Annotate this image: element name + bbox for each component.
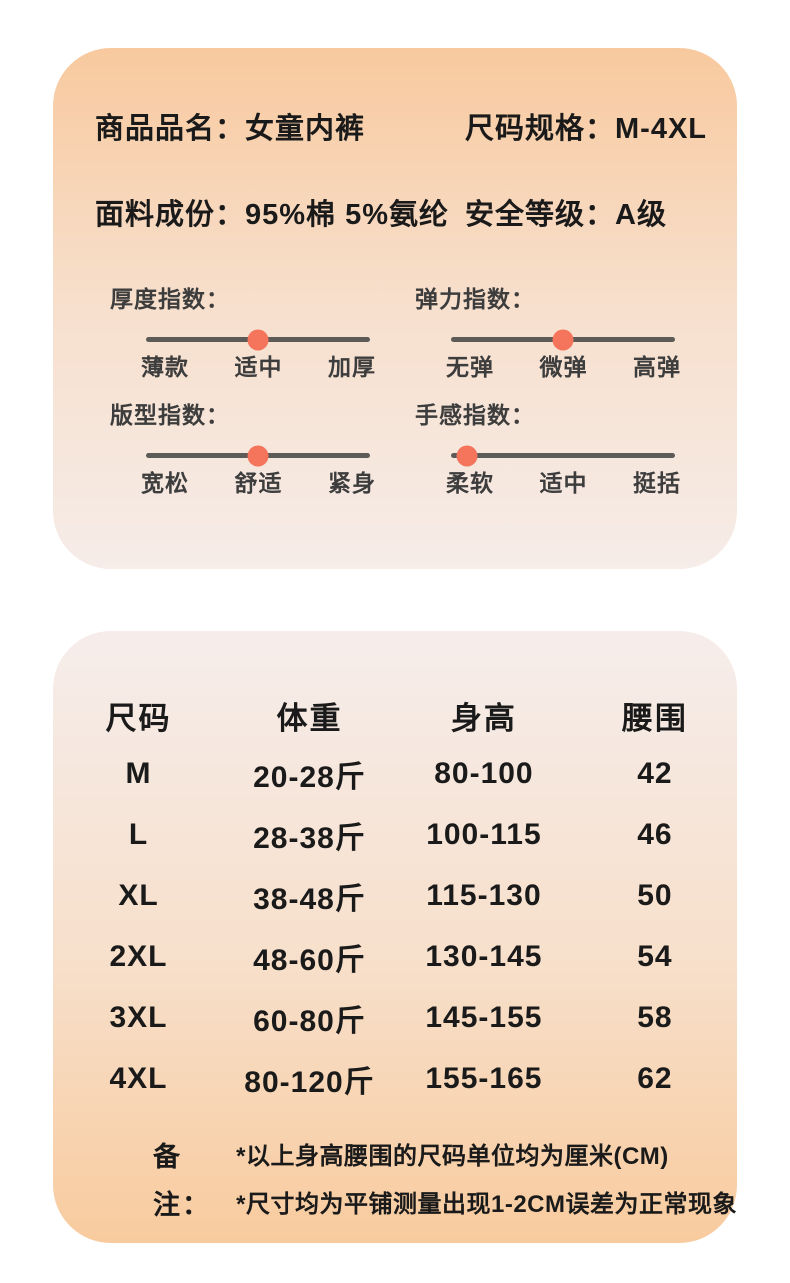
size-table: 尺码 体重 身高 腰围 M 20-28斤 80-100 42 L 28-38斤 …	[53, 631, 737, 1109]
weight-cell: 28-38斤	[253, 821, 366, 855]
level-label: 高弹	[633, 354, 681, 380]
height-cell: 155-165	[425, 1061, 543, 1095]
table-row: 3XL 60-80斤 145-155 58	[53, 987, 737, 1048]
header-height: 身高	[450, 701, 517, 736]
indicator-levels: 宽松 舒适 紧身	[141, 470, 376, 496]
height-cell: 100-115	[426, 817, 542, 851]
notes-section: 备注： *以上身高腰围的尺码单位均为厘米(CM) *尺寸均为平铺测量出现1-2C…	[53, 1133, 737, 1229]
weight-cell: 38-48斤	[253, 882, 366, 916]
size-cell: 3XL	[109, 1000, 168, 1034]
level-label: 无弹	[446, 354, 494, 380]
size-chart-card: 尺码 体重 身高 腰围 M 20-28斤 80-100 42 L 28-38斤 …	[53, 631, 737, 1243]
indicator-track	[451, 445, 675, 466]
size-cell: M	[125, 756, 152, 790]
level-label: 柔软	[446, 470, 494, 496]
height-cell: 130-145	[425, 939, 543, 973]
level-label: 加厚	[328, 354, 376, 380]
indicator-title: 厚度指数：	[110, 286, 230, 312]
waist-cell: 54	[637, 939, 673, 973]
indicator-track	[146, 445, 370, 466]
table-row: XL 38-48斤 115-130 50	[53, 865, 737, 926]
indicator-dot	[247, 329, 269, 350]
waist-cell: 58	[637, 1000, 673, 1034]
table-row: 2XL 48-60斤 130-145 54	[53, 926, 737, 987]
indicator-elasticity: 弹力指数： 无弹 微弹 高弹	[415, 286, 685, 380]
note-line: *以上身高腰围的尺码单位均为厘米(CM)	[236, 1143, 669, 1170]
table-row: 4XL 80-120斤 155-165 62	[53, 1048, 737, 1109]
indicator-track	[146, 329, 370, 350]
note-line: *尺寸均为平铺测量出现1-2CM误差为正常现象	[236, 1191, 737, 1218]
waist-cell: 62	[637, 1061, 673, 1095]
field-label: 商品品名：	[95, 113, 246, 145]
table-row: M 20-28斤 80-100 42	[53, 743, 737, 804]
level-label: 微弹	[539, 354, 588, 380]
indicator-title: 弹力指数：	[415, 286, 535, 312]
table-header-row: 尺码 体重 身高 腰围	[53, 693, 737, 736]
notes-lines: *以上身高腰围的尺码单位均为厘米(CM) *尺寸均为平铺测量出现1-2CM误差为…	[236, 1133, 737, 1229]
indicator-dot	[456, 445, 478, 466]
size-cell: XL	[118, 878, 159, 912]
waist-cell: 42	[637, 756, 673, 790]
height-cell: 80-100	[434, 756, 534, 790]
size-cell: 2XL	[109, 939, 168, 973]
level-label: 适中	[539, 470, 588, 496]
header-size: 尺码	[105, 701, 172, 736]
field-size-range: 尺码规格：M-4XL	[465, 112, 707, 146]
header-weight: 体重	[276, 701, 343, 736]
height-cell: 115-130	[426, 878, 542, 912]
waist-cell: 50	[637, 878, 673, 912]
indicator-thickness: 厚度指数： 薄款 适中 加厚	[110, 286, 380, 380]
product-info-card: 商品品名：女童内裤 尺码规格：M-4XL 面料成份：95%棉 5%氨纶 安全等级…	[53, 48, 737, 569]
table-row: L 28-38斤 100-115 46	[53, 804, 737, 865]
product-info-grid: 商品品名：女童内裤 尺码规格：M-4XL 面料成份：95%棉 5%氨纶 安全等级…	[53, 48, 737, 232]
indicator-dot	[552, 329, 574, 350]
indicator-dot	[247, 445, 269, 466]
waist-cell: 46	[637, 817, 673, 851]
indicator-levels: 薄款 适中 加厚	[141, 354, 376, 380]
field-safety-grade: 安全等级：A级	[465, 198, 707, 232]
level-label: 薄款	[141, 354, 189, 380]
field-value: 95%棉 5%氨纶	[245, 199, 450, 231]
level-label: 适中	[234, 354, 283, 380]
field-product-name: 商品品名：女童内裤	[95, 112, 465, 146]
field-label: 安全等级：	[465, 199, 616, 231]
weight-cell: 80-120斤	[244, 1065, 375, 1099]
height-cell: 145-155	[425, 1000, 543, 1034]
level-label: 紧身	[328, 470, 376, 496]
indicator-title: 手感指数：	[415, 402, 535, 428]
indicator-grid: 厚度指数： 薄款 适中 加厚 弹力指数： 无弹 微弹 高弹	[53, 286, 737, 496]
notes-label: 备注：	[153, 1142, 211, 1220]
field-label: 尺码规格：	[465, 113, 616, 145]
size-cell: L	[128, 817, 149, 851]
indicator-levels: 无弹 微弹 高弹	[446, 354, 681, 380]
field-value: 女童内裤	[245, 113, 366, 145]
weight-cell: 60-80斤	[253, 1004, 366, 1038]
level-label: 挺括	[633, 470, 681, 496]
indicator-feel: 手感指数： 柔软 适中 挺括	[415, 402, 685, 496]
header-waist: 腰围	[621, 701, 688, 736]
indicator-track	[451, 329, 675, 350]
indicator-title: 版型指数：	[110, 402, 230, 428]
indicator-levels: 柔软 适中 挺括	[446, 470, 681, 496]
weight-cell: 48-60斤	[253, 943, 366, 977]
field-fabric: 面料成份：95%棉 5%氨纶	[95, 198, 465, 232]
level-label: 宽松	[141, 470, 189, 496]
weight-cell: 20-28斤	[253, 760, 366, 794]
level-label: 舒适	[234, 470, 283, 496]
size-cell: 4XL	[109, 1061, 168, 1095]
indicator-fit: 版型指数： 宽松 舒适 紧身	[110, 402, 380, 496]
field-value: M-4XL	[615, 113, 708, 145]
field-value: A级	[615, 199, 667, 231]
field-label: 面料成份：	[95, 199, 246, 231]
